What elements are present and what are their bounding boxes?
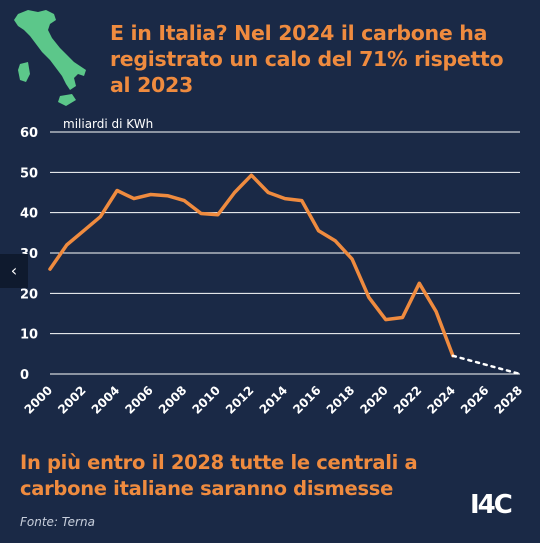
y-tick-label: 60 [20,126,38,141]
x-tick-label: 2004 [89,383,123,417]
x-tick-label: 2028 [492,383,526,417]
x-tick-label: 2010 [189,383,223,417]
x-tick-label: 2006 [122,383,156,417]
x-tick-label: 2000 [22,383,56,417]
projection-line [451,354,522,376]
chevron-left-icon: ‹ [10,261,18,280]
x-tick-label: 2016 [290,383,324,417]
x-tick-label: 2012 [223,383,257,417]
i4c-logo: I4C [470,490,513,520]
x-tick-label: 2024 [424,383,458,417]
x-tick-label: 2018 [324,383,358,417]
x-tick-label: 2020 [357,383,391,417]
x-tick-label: 2022 [391,383,425,417]
prev-button[interactable]: ‹ [0,254,28,288]
chart-area: 0 10 20 30 40 50 60 miliardi di KWh 2000 2002 2004… [0,115,540,445]
x-tick-label: 2008 [156,383,190,417]
italy-map-icon [14,10,86,106]
source-note: Fonte: Terna [20,515,95,529]
y-tick-label: 20 [20,287,38,302]
unit-label: miliardi di KWh [63,117,153,131]
coal-production-line [48,173,455,358]
x-tick-label: 2002 [55,383,89,417]
y-tick-label: 50 [20,166,38,181]
x-tick-label: 2014 [257,383,291,417]
y-tick-label: 10 [20,328,38,343]
subtitle: In più entro il 2028 tutte le centrali a… [20,451,418,500]
y-tick-label: 40 [20,207,38,222]
y-tick-label: 0 [20,368,29,383]
x-tick-label: 2026 [458,383,492,417]
chart-title: E in Italia? Nel 2024 il carbone ha regi… [110,21,504,97]
